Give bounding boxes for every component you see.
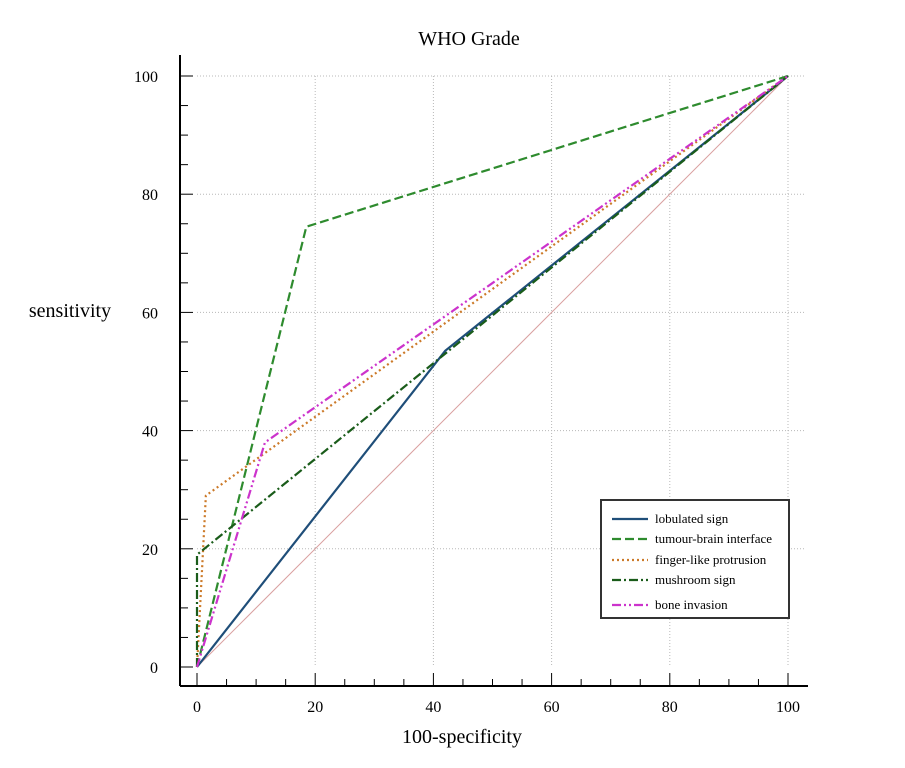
legend-label: finger-like protrusion xyxy=(655,552,767,567)
legend-label: mushroom sign xyxy=(655,572,736,587)
y-tick-label: 0 xyxy=(150,660,158,677)
y-tick-label: 80 xyxy=(142,187,158,204)
y-axis-title: sensitivity xyxy=(29,300,111,322)
legend-label: lobulated sign xyxy=(655,511,729,526)
axes xyxy=(179,55,808,687)
series-line-finger-like-protrusion xyxy=(195,75,789,668)
tick-labels: 0 20 40 60 80 100 0 20 40 60 80 100 xyxy=(134,69,800,716)
x-tick-label: 80 xyxy=(662,699,678,716)
y-tick-label: 40 xyxy=(142,424,158,441)
y-tick-label: 60 xyxy=(142,305,158,322)
x-tick-label: 20 xyxy=(307,699,323,716)
x-tick-label: 40 xyxy=(425,699,441,716)
series-line-mushroom-sign xyxy=(195,75,789,667)
series-line-bone-invasion xyxy=(195,75,789,668)
legend: lobulated sign tumour-brain interface fing… xyxy=(600,499,790,619)
y-tick-label: 20 xyxy=(142,542,158,559)
legend-label: bone invasion xyxy=(655,597,728,612)
x-tick-label: 60 xyxy=(544,699,560,716)
legend-label: tumour-brain interface xyxy=(655,531,772,546)
series-lines xyxy=(195,74,789,668)
chart-title: WHO Grade xyxy=(418,28,520,50)
reference-diagonal-line xyxy=(196,75,789,668)
x-tick-label: 100 xyxy=(776,699,800,716)
x-tick-label: 0 xyxy=(193,699,201,716)
y-tick-label: 100 xyxy=(134,69,158,86)
series-line-tumour-brain-interface xyxy=(195,74,789,668)
x-axis-title: 100-specificity xyxy=(402,726,522,748)
